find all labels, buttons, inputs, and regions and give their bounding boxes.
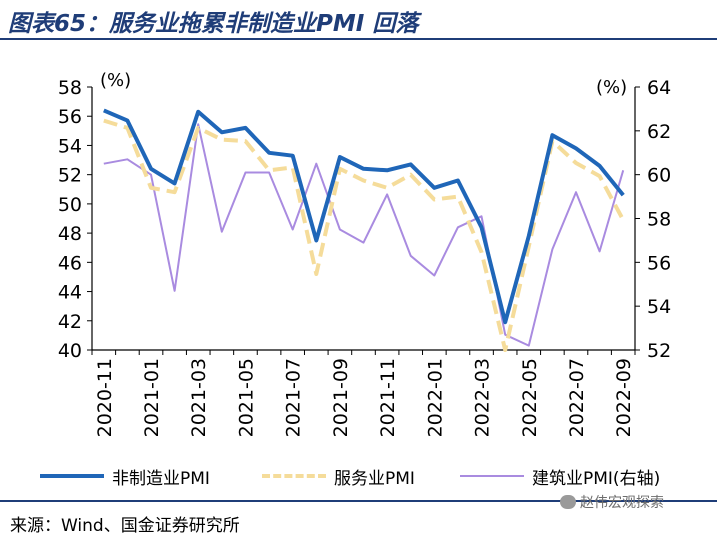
chart-axes: 40 42 44 46 48 50 52 54 56 58 52 54 56 58 60 62 64 2020-1… [58,77,671,437]
chart-title: 图表65：服务业拖累非制造业PMI 回落 [8,11,419,37]
left-tick-label: 42 [58,311,82,333]
x-tick-label: 2022-03 [472,358,494,437]
watermark: 赵伟宏观探索 [560,492,664,512]
series-line-non-manufacturing [103,108,625,325]
right-axis-unit: (%) [596,77,627,98]
x-tick-label: 2021-07 [283,358,305,437]
right-tick-label: 52 [647,340,671,362]
series-line-construction [103,123,625,347]
legend-item-non-manufacturing: 非制造业PMI [40,461,210,491]
x-tick-label: 2022-09 [613,358,635,437]
left-tick-label: 56 [58,106,82,128]
right-tick-label: 56 [647,252,671,274]
right-tick-label: 58 [647,209,671,231]
left-tick-label: 40 [58,340,82,362]
left-tick-label: 54 [58,135,82,157]
x-tick-label: 2021-03 [188,358,210,437]
right-tick-label: 64 [647,77,671,99]
right-tick-label: 54 [647,296,671,318]
source-note: 来源：Wind、国金证券研究所 [10,516,240,536]
left-axis-unit: (%) [100,70,131,91]
left-tick-label: 50 [58,194,82,216]
legend-item-construction: 建筑业PMI(右轴) [460,461,660,491]
left-tick-label: 48 [58,223,82,245]
x-tick-label: 2021-01 [141,358,163,437]
left-tick-label: 58 [58,77,82,99]
x-tick-label: 2022-05 [519,358,541,437]
legend-swatch-services [262,474,326,478]
right-tick-label: 62 [647,121,671,143]
x-tick-label: 2022-07 [566,358,588,437]
series-line-services [103,118,625,352]
legend-label-construction: 建筑业PMI(右轴) [532,468,661,489]
legend-item-services: 服务业PMI [262,461,415,491]
x-tick-label: 2021-11 [377,358,399,437]
watermark-text: 赵伟宏观探索 [580,495,664,511]
right-tick-label: 60 [647,165,671,187]
left-tick-label: 44 [58,282,82,304]
line-chart: 40 42 44 46 48 50 52 54 56 58 52 54 56 58 60 62 64 2020-1… [58,70,671,437]
left-tick-label: 52 [58,165,82,187]
wechat-icon [560,495,576,509]
x-tick-label: 2022-01 [424,358,446,437]
chart-lines [103,108,625,352]
x-tick-label: 2020-11 [94,358,116,437]
left-tick-label: 46 [58,252,82,274]
title-rule [0,38,717,40]
chart-legend: 非制造业PMI 服务业PMI 建筑业PMI(右轴) [0,461,717,491]
legend-label-non-manufacturing: 非制造业PMI [112,468,210,489]
x-tick-label: 2021-05 [235,358,257,437]
legend-swatch-non-manufacturing [40,474,104,478]
footer-rule [0,500,717,502]
legend-label-services: 服务业PMI [334,468,415,489]
x-tick-label: 2021-09 [330,358,352,437]
legend-swatch-construction [460,475,524,477]
